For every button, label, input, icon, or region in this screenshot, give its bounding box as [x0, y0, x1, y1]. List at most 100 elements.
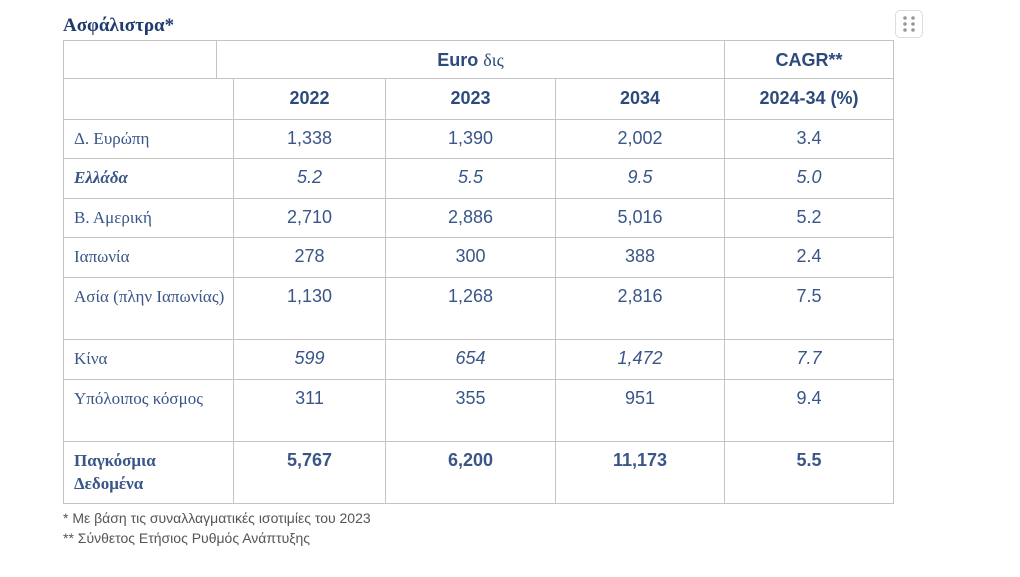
header-cell — [63, 40, 217, 79]
row-label: Ιαπωνία — [63, 237, 234, 278]
cell-text: 7.5 — [796, 286, 822, 306]
table-cell: 388 — [555, 237, 725, 278]
cell-text: Β. Αμερική — [74, 208, 152, 227]
table-cell: 1,130 — [233, 277, 386, 340]
cell-text: 2034 — [619, 88, 661, 108]
header-cell — [63, 78, 234, 120]
table-cell: 2,816 — [555, 277, 725, 340]
cell-text: 1,472 — [617, 348, 663, 368]
cell-text: 311 — [295, 388, 324, 408]
table-cell: 300 — [385, 237, 556, 278]
cell-text: Δ. Ευρώπη — [74, 129, 150, 148]
cell-text: 654 — [455, 348, 486, 368]
cell-text: 2,816 — [617, 286, 663, 306]
cell-text: 2,002 — [617, 128, 663, 148]
header-cell: CAGR** — [724, 40, 894, 79]
cell-text: 5.2 — [296, 167, 323, 187]
table-cell: 9.4 — [724, 379, 894, 442]
cell-text: 2024-34 (%) — [759, 88, 859, 108]
header-cell: 2034 — [555, 78, 725, 120]
table-cell: 311 — [233, 379, 386, 442]
cell-text: CAGR** — [775, 50, 843, 70]
table-cell: 9.5 — [555, 158, 725, 199]
cell-text: 5.0 — [796, 167, 822, 187]
table-cell: 5.5 — [724, 441, 894, 504]
table-cell: 5.0 — [724, 158, 894, 199]
table-cell: 5.5 — [385, 158, 556, 199]
table-cell: 5.2 — [724, 198, 894, 238]
row-label: Β. Αμερική — [63, 198, 234, 238]
table-cell: 2,710 — [233, 198, 386, 238]
cell-text: 2,710 — [286, 207, 333, 227]
grip-icon — [903, 16, 915, 32]
table-cell: 1,472 — [555, 339, 725, 380]
cell-text: δις — [483, 50, 504, 70]
drag-handle[interactable] — [895, 10, 923, 38]
header-cell: Euro δις — [216, 40, 725, 79]
cell-text: Euro — [437, 50, 479, 70]
cell-text: 3.4 — [796, 128, 822, 148]
table-cell: 5.2 — [233, 158, 386, 199]
footnote: * Με βάση τις συναλλαγματικές ισοτιμίες … — [63, 510, 371, 526]
table-cell: 2.4 — [724, 237, 894, 278]
cell-text: 2.4 — [796, 246, 822, 266]
row-label: Υπόλοιπος κόσμος — [63, 379, 234, 442]
cell-text: 2,886 — [447, 207, 494, 227]
cell-text: 9.5 — [627, 167, 653, 187]
cell-text: 5.2 — [796, 207, 822, 227]
table-cell: 3.4 — [724, 119, 894, 159]
table-cell: 951 — [555, 379, 725, 442]
cell-text: 2022 — [289, 88, 330, 108]
table-cell: 5,767 — [233, 441, 386, 504]
table-cell: 599 — [233, 339, 386, 380]
header-cell: 2024-34 (%) — [724, 78, 894, 120]
cell-text: 5.5 — [796, 450, 822, 470]
cell-text: 1,130 — [286, 286, 333, 306]
row-label: Ασία (πλην Ιαπωνίας) — [63, 277, 234, 340]
table-cell: 355 — [385, 379, 556, 442]
row-label: Δ. Ευρώπη — [63, 119, 234, 159]
cell-text: Ασία (πλην Ιαπωνίας) — [74, 287, 225, 306]
cell-text: 1,268 — [447, 286, 494, 306]
table-cell: 1,268 — [385, 277, 556, 340]
cell-text: 5,767 — [286, 450, 333, 470]
table-cell: 11,173 — [555, 441, 725, 504]
cell-text: 388 — [624, 246, 656, 266]
cell-text: 1,338 — [286, 128, 333, 148]
cell-text: 2023 — [450, 88, 491, 108]
table-cell: 278 — [233, 237, 386, 278]
cell-text: 951 — [624, 388, 656, 408]
table-cell: 7.7 — [724, 339, 894, 380]
header-cell: 2023 — [385, 78, 556, 120]
table-cell: 5,016 — [555, 198, 725, 238]
footnote: ** Σύνθετος Ετήσιος Ρυθμός Ανάπτυξης — [63, 530, 311, 546]
cell-text: Υπόλοιπος κόσμος — [74, 389, 203, 408]
table-cell: 654 — [385, 339, 556, 380]
cell-text: 300 — [455, 246, 486, 266]
table-cell: 1,390 — [385, 119, 556, 159]
cell-text: 1,390 — [447, 128, 494, 148]
cell-text: Ιαπωνία — [74, 247, 130, 266]
cell-text: 11,173 — [612, 450, 668, 470]
cell-text: Κίνα — [74, 349, 108, 368]
row-label: Παγκόσμια Δεδομένα — [63, 441, 234, 504]
cell-text: Ελλάδα — [74, 168, 128, 187]
cell-text: 5,016 — [617, 207, 663, 227]
table-cell: 7.5 — [724, 277, 894, 340]
cell-text: 5.5 — [457, 167, 484, 187]
table-cell: 6,200 — [385, 441, 556, 504]
cell-text: 6,200 — [447, 450, 494, 470]
table-cell: 2,886 — [385, 198, 556, 238]
cell-text: 9.4 — [796, 388, 822, 408]
table-cell: 2,002 — [555, 119, 725, 159]
row-label: Ελλάδα — [63, 158, 234, 199]
cell-text: 599 — [294, 348, 325, 368]
cell-text: Παγκόσμια Δεδομένα — [74, 451, 156, 493]
row-label: Κίνα — [63, 339, 234, 380]
cell-text: 7.7 — [796, 348, 822, 368]
cell-text: 278 — [294, 246, 325, 266]
header-cell: 2022 — [233, 78, 386, 120]
title: Ασφάλιστρα* — [63, 15, 175, 36]
table-cell: 1,338 — [233, 119, 386, 159]
